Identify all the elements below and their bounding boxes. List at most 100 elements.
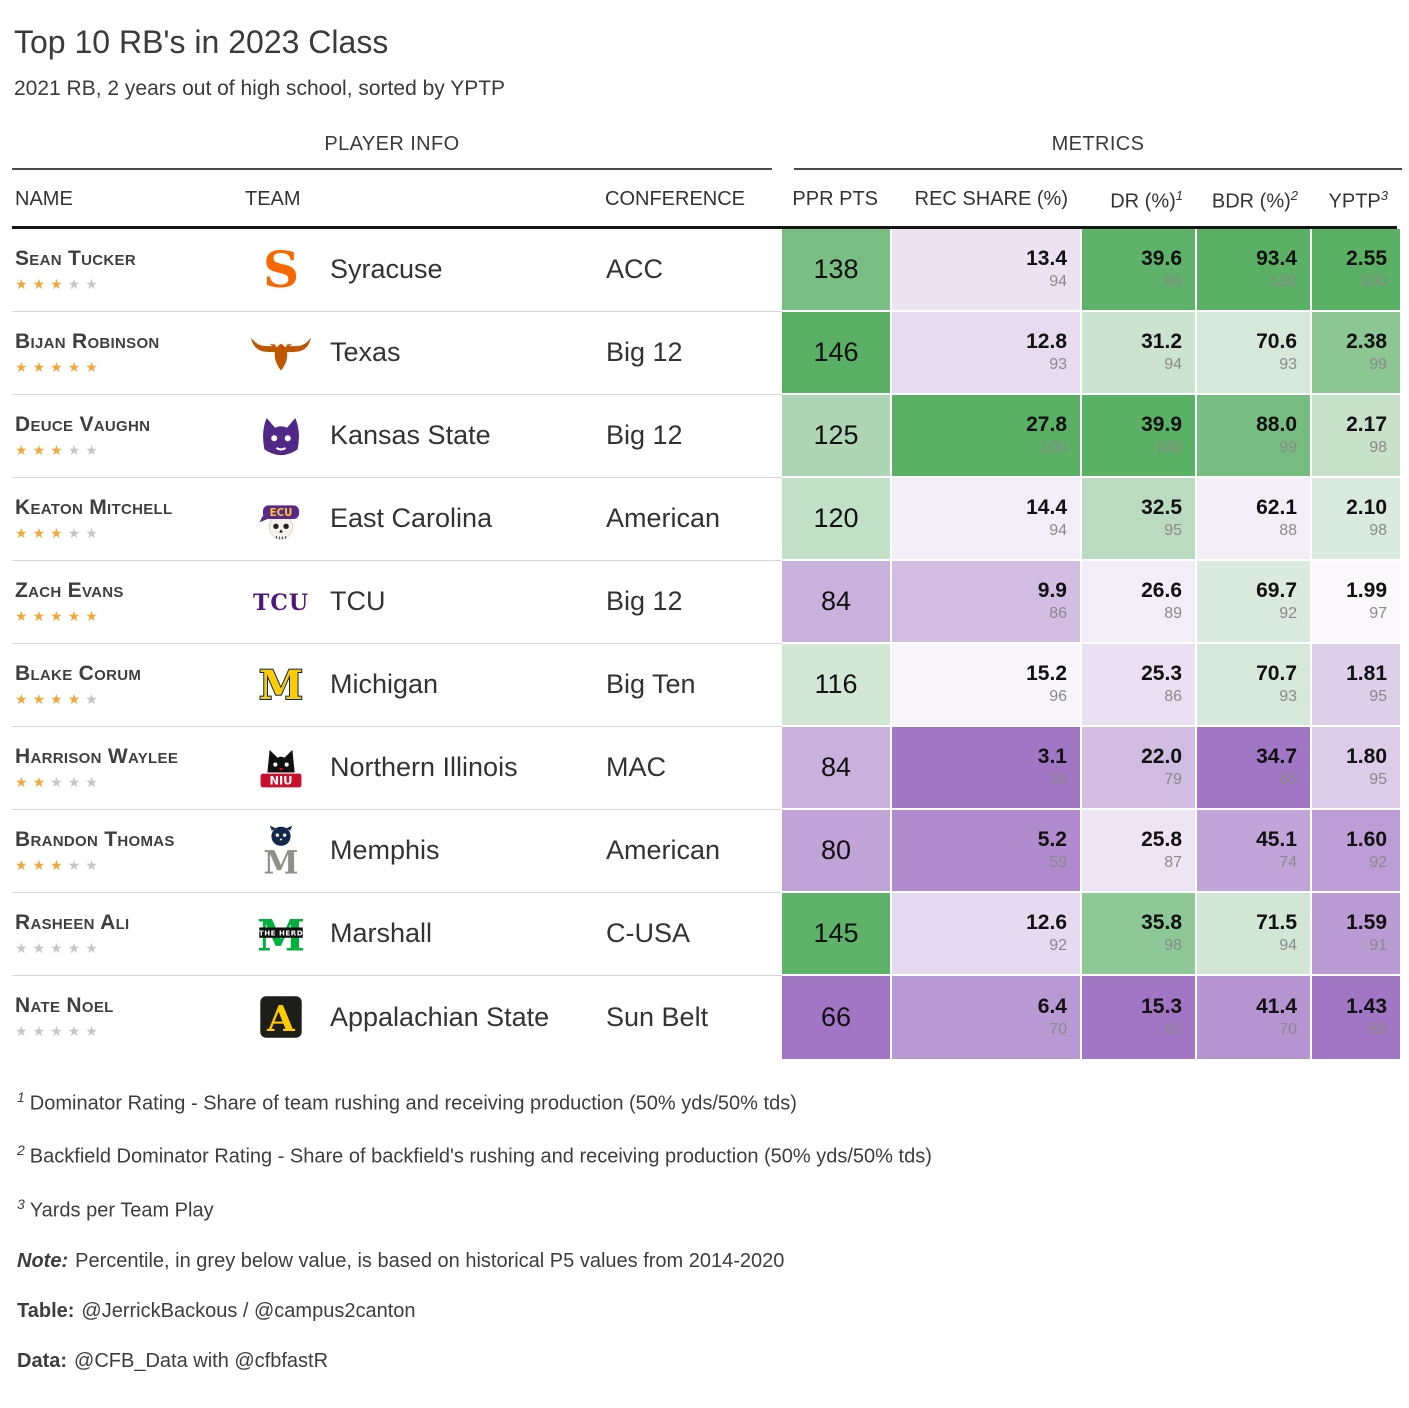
bdr-cell: 71.5 94: [1197, 892, 1312, 976]
metric-percentile: 92: [1049, 937, 1067, 955]
metric-percentile: 88: [1369, 1021, 1387, 1039]
metric-value: 35.8: [1141, 911, 1182, 935]
star-icon: ★: [50, 773, 63, 790]
player-cell: Bijan Robinson ★ ★ ★ ★ ★: [12, 312, 242, 395]
star-icon: ★: [32, 358, 46, 375]
metric-percentile: 100: [1360, 273, 1387, 291]
star-icon: ★: [32, 939, 46, 956]
metric-value: 62.1: [1256, 496, 1297, 520]
dr-cell: 22.0 79: [1082, 726, 1197, 810]
memphis-logo: M: [242, 825, 320, 877]
metric-value: 71.5: [1256, 911, 1297, 935]
player-cell: Nate Noel ★ ★ ★ ★ ★: [12, 976, 242, 1059]
metric-percentile: 93: [1279, 688, 1297, 706]
yptp-cell: 2.38 99: [1312, 311, 1402, 395]
col-header-name: NAME: [15, 188, 73, 210]
metric-percentile: 96: [1049, 688, 1067, 706]
star-rating: ★ ★ ★ ★ ★: [15, 775, 242, 791]
player-info-spanner: PLAYER INFO: [12, 133, 772, 170]
metric-value: 3.1: [1037, 745, 1067, 769]
metric-value: 2.38: [1346, 330, 1387, 354]
metric-value: 93.4: [1256, 247, 1297, 271]
marshall-logo: MTHE HERD: [242, 909, 320, 959]
star-icon: ★: [15, 773, 28, 790]
rec-share-cell: 3.1 39: [892, 726, 1082, 810]
percentile-note: Note: Percentile, in grey below value, is…: [17, 1249, 785, 1272]
footnotes: 1 Dominator Rating - Share of team rushin…: [12, 1089, 1397, 1373]
metric-percentile: 61: [1164, 1021, 1182, 1039]
team-cell: M Michigan: [242, 644, 602, 727]
player-cell: Brandon Thomas ★ ★ ★ ★ ★: [12, 810, 242, 893]
kansas-state-logo: [242, 412, 320, 460]
footnote-dr: 1 Dominator Rating - Share of team rushin…: [17, 1088, 797, 1115]
star-rating: ★ ★ ★ ★ ★: [15, 692, 242, 708]
rec-share-cell: 13.4 94: [892, 228, 1082, 312]
metric-percentile: 98: [1369, 522, 1387, 540]
metric-value: 15.3: [1141, 995, 1182, 1019]
star-icon: ★: [85, 939, 98, 956]
metric-value: 1.80: [1346, 745, 1387, 769]
player-name: Blake Corum: [15, 661, 142, 685]
table-row: Deuce Vaughn ★ ★ ★ ★ ★ Kansas State Big 12 1…: [12, 394, 1402, 478]
yptp-cell: 1.60 92: [1312, 809, 1402, 893]
conference: Big 12: [602, 395, 782, 478]
rb-table: PLAYER INFO METRICS NAME TEAM CONFERENCE…: [12, 133, 1402, 1059]
star-rating: ★ ★ ★ ★ ★: [15, 360, 242, 376]
metric-percentile: 100: [1155, 439, 1182, 457]
metric-percentile: 92: [1369, 854, 1387, 872]
team-name: Memphis: [330, 835, 440, 866]
team-cell: ECU East Carolina: [242, 478, 602, 561]
svg-text:NIU: NIU: [270, 773, 293, 787]
star-icon: ★: [15, 856, 28, 873]
bdr-cell: 70.6 93: [1197, 311, 1312, 395]
star-icon: ★: [85, 441, 98, 458]
rec-share-cell: 14.4 94: [892, 477, 1082, 561]
table-row: Rasheen Ali ★★★★★ MTHE HERD Marshall C-U…: [12, 892, 1402, 976]
star-icon: ★: [32, 441, 46, 458]
ppr-pts-cell: 116: [782, 643, 892, 727]
col-header-bdr: BDR (%)2: [1211, 188, 1298, 213]
player-name: Zach Evans: [15, 578, 124, 602]
metric-value: 31.2: [1141, 330, 1182, 354]
svg-text:S: S: [263, 243, 299, 297]
metric-percentile: 91: [1369, 937, 1387, 955]
table-row: Blake Corum ★ ★ ★ ★ ★ M Michigan Big Ten 116…: [12, 643, 1402, 727]
metric-value: 69.7: [1256, 579, 1297, 603]
star-rating: ★ ★ ★ ★ ★: [15, 443, 242, 459]
team-name: TCU: [330, 586, 386, 617]
ppr-pts-cell: 84: [782, 726, 892, 810]
col-header-conference: CONFERENCE: [605, 188, 746, 210]
team-cell: MTHE HERD Marshall: [242, 893, 602, 976]
metric-value: 39.9: [1141, 413, 1182, 437]
star-icon: ★: [32, 1023, 46, 1040]
metric-percentile: 94: [1049, 273, 1067, 291]
metric-value: 88.0: [1256, 413, 1297, 437]
metric-percentile: 98: [1164, 937, 1182, 955]
star-rating: ★ ★ ★ ★ ★: [15, 1024, 242, 1040]
star-icon: ★: [50, 690, 63, 707]
team-name: Appalachian State: [330, 1001, 550, 1032]
rec-share-cell: 5.2 59: [892, 809, 1082, 893]
bdr-cell: 93.4 100: [1197, 228, 1312, 312]
metric-value: 14.4: [1026, 496, 1067, 520]
star-icon: ★: [67, 1023, 81, 1040]
ppr-pts-cell: 84: [782, 560, 892, 644]
star-icon: ★: [85, 690, 98, 707]
star-icon: ★: [85, 524, 98, 541]
conference: ACC: [602, 229, 782, 312]
player-cell: Deuce Vaughn ★ ★ ★ ★ ★: [12, 395, 242, 478]
star-icon: ★: [15, 275, 28, 292]
metric-percentile: 94: [1164, 356, 1182, 374]
team-cell: M Memphis: [242, 810, 602, 893]
metric-value: 25.3: [1141, 662, 1182, 686]
footnote-bdr: 2 Backfield Dominator Rating - Share of b…: [17, 1142, 932, 1168]
conference: Big 12: [602, 561, 782, 644]
rec-share-cell: 9.9 86: [892, 560, 1082, 644]
col-header-dr: DR (%)1: [1110, 188, 1183, 213]
ppr-pts-cell: 125: [782, 394, 892, 478]
team-name: Texas: [330, 337, 401, 368]
michigan-logo: M: [242, 663, 320, 707]
metric-value: 6.4: [1037, 995, 1067, 1019]
conference: C-USA: [602, 893, 782, 976]
team-name: Northern Illinois: [330, 752, 518, 783]
